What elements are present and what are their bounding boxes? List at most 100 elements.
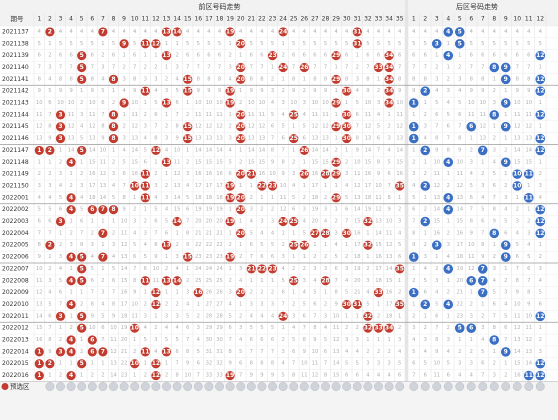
front-miss-count: 3 (144, 230, 147, 236)
preselect-ball (119, 382, 129, 391)
back-ball-number: 12 (536, 218, 544, 225)
back-miss-count: 5 (424, 361, 427, 367)
front-miss-count: 7 (186, 219, 189, 225)
front-miss-count: 1 (281, 230, 284, 236)
back-ball-number: 11 (525, 372, 533, 379)
front-miss-count: 3 (144, 76, 147, 82)
front-miss-count: 5 (154, 100, 157, 106)
back-ball-number: 9 (504, 123, 508, 130)
front-miss-count: 12 (312, 124, 319, 130)
preselect-ball (257, 382, 267, 391)
back-ball-number: 1 (412, 123, 416, 130)
front-ball (236, 288, 246, 298)
front-miss-count: 8 (356, 136, 359, 142)
front-ball (225, 27, 235, 37)
front-miss-count: 1 (48, 254, 51, 260)
front-miss-count: 2 (281, 88, 284, 94)
back-miss-count: 2 (424, 207, 427, 213)
front-miss-count: 8 (303, 337, 306, 343)
front-miss-count: 2 (345, 254, 348, 260)
back-number-header-9: 9 (504, 16, 508, 23)
preselect-ball (331, 382, 341, 391)
front-miss-count: 2 (165, 373, 168, 379)
back-miss-count: 1 (412, 266, 415, 272)
front-miss-count: 12 (396, 124, 403, 130)
front-miss-count: 3 (334, 230, 337, 236)
front-miss-count: 5 (48, 88, 51, 94)
front-miss-count: 6 (345, 53, 348, 59)
front-miss-count: 1 (165, 254, 168, 260)
front-miss-count: 3 (366, 361, 369, 367)
back-miss-count: 11 (479, 112, 486, 118)
back-ball-number: 7 (481, 265, 485, 272)
front-ball-number: 9 (122, 40, 126, 47)
preselect-ball (236, 382, 246, 391)
front-ball-number: 7 (101, 206, 105, 213)
front-miss-count: 11 (259, 112, 266, 118)
front-number-header-23: 23 (269, 16, 277, 23)
footer-label: 预选区 (10, 382, 30, 391)
front-miss-count: 5 (80, 41, 83, 47)
front-miss-count: 30 (206, 337, 213, 343)
back-ball (443, 204, 454, 215)
front-miss-count: 2 (175, 242, 178, 248)
front-miss-count: 18 (375, 278, 382, 284)
back-miss-count: 17 (456, 242, 463, 248)
back-miss-count: 11 (525, 325, 532, 331)
back-miss-count: 13 (479, 136, 486, 142)
front-miss-count: 5 (377, 41, 380, 47)
back-number-header-3: 3 (435, 16, 439, 23)
front-miss-count: 1 (250, 278, 253, 284)
front-number-header-35: 35 (396, 16, 404, 23)
front-miss-count: 6 (122, 171, 125, 177)
front-ball (55, 311, 66, 321)
front-ball (225, 86, 235, 96)
front-ball (87, 335, 97, 345)
back-miss-count: 5 (516, 242, 519, 248)
front-miss-count: 8 (218, 76, 221, 82)
front-miss-count: 1 (281, 41, 284, 47)
front-miss-count: 14 (365, 147, 372, 153)
front-miss-count: 4 (112, 254, 116, 260)
front-ball (289, 133, 299, 144)
front-miss-count: 1 (133, 373, 136, 379)
front-miss-count: 1 (366, 337, 369, 343)
front-miss-count: 14 (259, 147, 266, 153)
back-miss-count: 14 (456, 207, 463, 213)
front-miss-count: 2 (271, 76, 274, 82)
front-ball-number: 29 (332, 100, 340, 107)
back-miss-count: 4 (504, 29, 508, 35)
back-miss-count: 2 (424, 112, 427, 118)
front-miss-count: 16 (396, 171, 403, 177)
preselect-ball (109, 382, 118, 391)
back-miss-count: 19 (456, 266, 463, 272)
front-miss-count: 1 (175, 290, 178, 296)
front-miss-count: 6 (228, 171, 231, 177)
front-miss-count: 4 (91, 254, 95, 260)
front-ball-number: 28 (321, 230, 329, 237)
front-miss-count: 5 (101, 313, 104, 319)
front-ball (373, 62, 384, 73)
front-miss-count: 8 (377, 159, 380, 165)
front-ball-number: 34 (385, 100, 393, 107)
front-miss-count: 2 (80, 100, 83, 106)
preselect-ball (130, 382, 140, 391)
front-miss-count: 14 (386, 266, 393, 272)
front-number-header-16: 16 (194, 16, 202, 23)
back-miss-count: 13 (525, 136, 532, 142)
front-miss-count: 3 (154, 337, 157, 343)
front-miss-count: 1 (271, 195, 274, 201)
front-miss-count: 1 (292, 230, 295, 236)
front-miss-count: 11 (153, 278, 160, 284)
preselect-ball (432, 382, 442, 391)
front-miss-count: 5 (398, 41, 401, 47)
back-miss-count: 3 (470, 159, 473, 165)
front-miss-count: 9 (91, 313, 94, 319)
front-miss-count: 1 (228, 207, 231, 213)
front-miss-count: 6 (59, 207, 62, 213)
front-miss-count: 3 (281, 349, 284, 355)
front-miss-count: 6 (377, 53, 380, 59)
front-miss-count: 2 (334, 219, 337, 225)
front-ball-number: 4 (69, 194, 73, 201)
